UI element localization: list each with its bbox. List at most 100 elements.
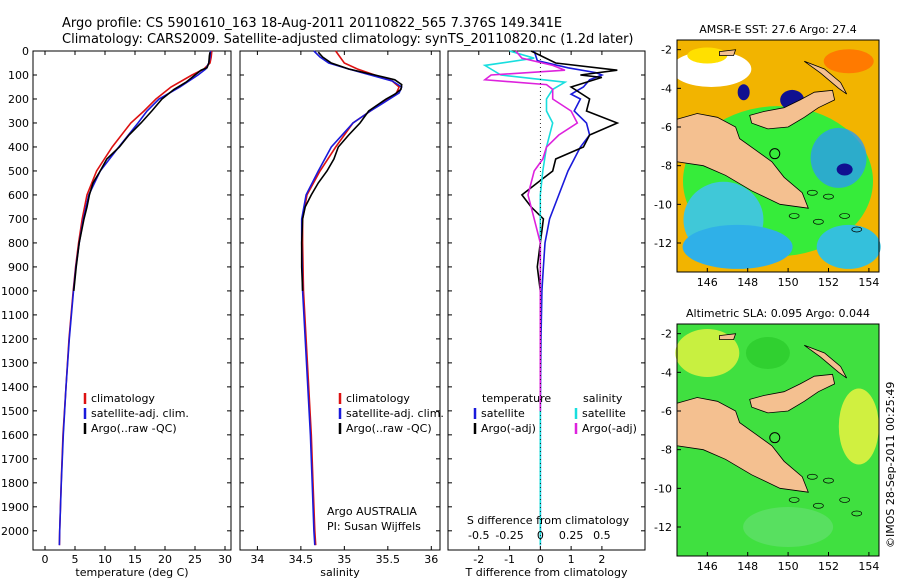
island [813, 218, 824, 225]
x-tick-label: 35 [337, 553, 351, 566]
y-tick-label: 1400 [1, 381, 29, 394]
y-tick-label: 1700 [1, 453, 29, 466]
difference-panel: -2 -1 0 1 2T difference from climatology temp… [447, 50, 646, 579]
y-tick-label: 1100 [1, 309, 29, 322]
y-tick-label: 1800 [1, 477, 29, 490]
legend-label: Argo(..raw -QC) [346, 422, 432, 435]
island [788, 497, 800, 503]
map-frame [676, 39, 880, 273]
top-tick-label: 0.5 [593, 529, 611, 542]
sst-map-panel: AMSR-E SST: 27.6 Argo: 27.4 146 148 150 152 1… [654, 23, 881, 289]
map-x-tick-label: 154 [858, 276, 879, 289]
legend-label: Argo(-adj) [582, 422, 637, 435]
map-x-tick-label: 148 [737, 276, 758, 289]
x-axis-label: salinity [320, 566, 360, 579]
x-tick-label: 0 [42, 553, 49, 566]
y-tick-label: 700 [8, 213, 29, 226]
map-title: Altimetric SLA: 0.095 Argo: 0.044 [686, 307, 870, 320]
title-line-1: Argo profile: CS 5901610_163 18-Aug-2011… [62, 16, 562, 31]
land-new-britain [749, 373, 836, 414]
series-line [533, 50, 605, 546]
island [839, 497, 851, 503]
temperature-panel: 0 5 10 15 20 25 300100200300400500600700800900… [1, 45, 232, 579]
map-x-tick-label: 152 [818, 276, 839, 289]
land-new-ireland [804, 60, 848, 95]
legend-label: satellite-adj. clim. [91, 407, 189, 420]
map-y-tick-label: -4 [661, 366, 672, 379]
x-axis-label: temperature (deg C) [75, 566, 188, 579]
field-patch [675, 329, 740, 377]
field-patch [745, 337, 790, 369]
series-line [482, 50, 579, 411]
series-line [300, 51, 403, 291]
top-tick-label: -0.5 [468, 529, 489, 542]
x-tick-label: 35.5 [376, 553, 401, 566]
top-tick-label: -0.25 [495, 529, 523, 542]
x-tick-label: 2 [598, 553, 605, 566]
map-frame [676, 323, 880, 557]
field-patch [836, 163, 853, 176]
series-line [520, 50, 620, 291]
map-y-tick-label: -10 [654, 482, 672, 495]
legend-label: satellite-adj. clim. [346, 407, 444, 420]
land-new-britain [749, 89, 836, 130]
map-y-tick-label: -4 [661, 82, 672, 95]
series-line [58, 50, 212, 546]
island [806, 189, 818, 196]
land-new-guinea [676, 113, 809, 209]
island [806, 473, 818, 480]
map-x-tick-label: 150 [778, 276, 799, 289]
legend-label: climatology [91, 392, 155, 405]
map-y-tick-label: -8 [661, 160, 672, 173]
map-y-tick-label: -12 [654, 521, 672, 534]
island [851, 226, 863, 233]
top-tick-label: 0 [537, 529, 544, 542]
map-x-tick-label: 148 [737, 560, 758, 573]
y-tick-label: 0 [22, 45, 29, 58]
land-manus [719, 333, 737, 340]
imos-stamp: ©IMOS 28-Sep-2011 00:25:49 [884, 382, 897, 548]
legend-group-title: temperature [482, 392, 551, 405]
legend-label: Argo(-adj) [481, 422, 536, 435]
y-tick-label: 900 [8, 261, 29, 274]
y-tick-label: 800 [8, 237, 29, 250]
legend-label: Argo(..raw -QC) [91, 422, 177, 435]
island [823, 193, 834, 200]
y-tick-label: 1900 [1, 501, 29, 514]
x-tick-label: 20 [158, 553, 172, 566]
x-tick-label: 10 [98, 553, 112, 566]
y-tick-label: 500 [8, 165, 29, 178]
y-tick-label: 200 [8, 93, 29, 106]
sla-map-panel: Altimetric SLA: 0.095 Argo: 0.044 146 148 1… [654, 307, 880, 573]
field-patch [687, 47, 728, 64]
island [823, 477, 834, 484]
legend-label: satellite [481, 407, 525, 420]
land-new-ireland [804, 344, 848, 379]
x-tick-label: -2 [473, 553, 484, 566]
map-x-tick-label: 146 [697, 276, 718, 289]
field-patch [743, 507, 834, 547]
field-patch [823, 49, 874, 74]
argo-location-marker [769, 432, 781, 444]
field-patch [810, 127, 867, 188]
x-tick-label: 1 [568, 553, 575, 566]
island [851, 510, 863, 517]
island [813, 502, 824, 509]
y-tick-label: 1000 [1, 285, 29, 298]
x-tick-label: -1 [504, 553, 515, 566]
field-patch [838, 388, 879, 465]
y-tick-label: 300 [8, 117, 29, 130]
argo-location-marker [769, 148, 781, 160]
title-line-2: Climatology: CARS2009. Satellite-adjuste… [62, 32, 634, 47]
map-x-tick-label: 150 [778, 560, 799, 573]
top-axis-label: S difference from climatology [467, 514, 630, 527]
x-tick-label: 25 [188, 553, 202, 566]
x-tick-label: 15 [128, 553, 142, 566]
map-title: AMSR-E SST: 27.6 Argo: 27.4 [699, 23, 857, 36]
plot-frame [239, 50, 441, 551]
map-x-tick-label: 154 [858, 560, 879, 573]
x-tick-label: 30 [218, 553, 232, 566]
y-tick-label: 1600 [1, 429, 29, 442]
plot-frame [447, 50, 646, 551]
land-manus [719, 49, 737, 56]
